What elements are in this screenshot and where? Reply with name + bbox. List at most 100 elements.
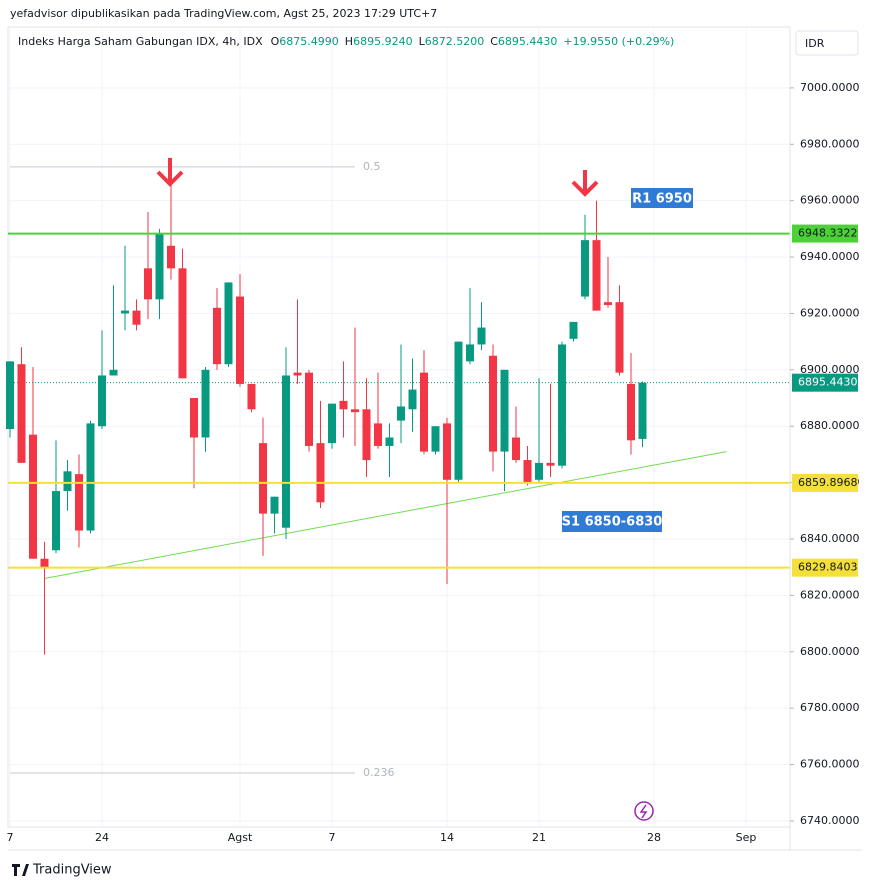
y-tick-label: 6780.0000	[800, 701, 860, 714]
annotation-box	[562, 511, 662, 532]
candle-body	[397, 406, 405, 421]
candle-body	[362, 409, 371, 461]
candle-body	[627, 383, 635, 441]
candle-body	[247, 383, 256, 410]
legend-key: H	[345, 35, 353, 48]
plot-frame	[7, 26, 791, 828]
candle-body	[155, 234, 164, 300]
y-tick-label: 6920.0000	[800, 306, 860, 319]
publisher: yefadvisor dipublikasikan pada TradingVi…	[10, 7, 437, 20]
level-label: 6859.8968	[798, 476, 858, 489]
candle-body	[109, 369, 118, 376]
candle-body	[420, 372, 428, 452]
annotation-box	[631, 188, 693, 208]
annotation: R1 6950	[632, 192, 692, 207]
y-tick-label: 6980.0000	[800, 137, 860, 150]
last-price-label: 6895.4430	[798, 376, 858, 389]
candle-body	[454, 341, 463, 480]
candle-body	[98, 375, 106, 427]
candle-body	[374, 423, 382, 446]
x-tick-label: Sep	[736, 831, 757, 844]
last-price-tag	[792, 373, 858, 392]
y-tick-label: 6760.0000	[800, 758, 860, 771]
candle-body	[500, 369, 509, 452]
fib-label: 0.236	[363, 766, 395, 779]
alert-icon[interactable]	[634, 801, 654, 821]
candle-body	[86, 423, 95, 531]
level-tag	[792, 224, 858, 243]
candle-body	[328, 403, 336, 444]
candle-body	[431, 426, 440, 452]
y-tick-label: 6900.0000	[800, 363, 860, 376]
legend-value: 6895.4430	[498, 35, 558, 48]
candle-body	[293, 372, 302, 376]
candle-body	[144, 268, 152, 300]
candle-body	[535, 462, 543, 480]
level-label: 6829.8403	[798, 561, 858, 574]
candle-body	[270, 496, 279, 514]
candle-body	[466, 344, 474, 362]
candle-body	[408, 389, 417, 410]
x-tick-label: 7	[7, 831, 14, 844]
annotation: S1 6850-6830	[562, 515, 663, 530]
candle-body	[121, 310, 129, 314]
candle-body	[512, 437, 520, 461]
candle-body	[581, 240, 589, 297]
candle-body	[236, 296, 244, 384]
currency-button[interactable]	[795, 30, 859, 56]
x-tick-label: 28	[647, 831, 661, 844]
plot-layer: 0.5 0.236	[6, 27, 790, 826]
legend-value: 6872.5200	[425, 35, 485, 48]
candle-body	[489, 355, 497, 452]
candle-body	[132, 310, 141, 325]
legend-key: C	[490, 35, 498, 48]
logo-mark	[12, 864, 29, 876]
candle-body	[6, 361, 14, 430]
x-tick-label: 21	[532, 831, 546, 844]
y-tick-label: 7000.0000	[800, 81, 860, 94]
candle-body	[224, 282, 233, 365]
candle-body	[385, 437, 394, 446]
candle-body	[282, 375, 290, 528]
legend-key: O	[271, 35, 280, 48]
legend: Indeks Harga Saham Gabungan IDX, 4h, IDX…	[18, 35, 674, 48]
y-tick-label: 6880.0000	[800, 419, 860, 432]
x-tick-label: 24	[95, 831, 109, 844]
candle-body	[63, 471, 72, 492]
candle-body	[443, 423, 451, 480]
candle-body	[17, 364, 26, 463]
candle-body	[604, 302, 612, 305]
footer-logo: TradingView	[32, 863, 112, 878]
level-tag	[792, 473, 858, 492]
candle-body	[167, 245, 175, 269]
y-tick-label: 6740.0000	[800, 814, 860, 827]
alert-icon-bolt	[639, 804, 648, 819]
fib-label: 0.5	[363, 160, 381, 173]
x-tick-label: 14	[440, 831, 454, 844]
legend-symbol: Indeks Harga Saham Gabungan IDX, 4h, IDX	[18, 35, 263, 48]
legend-change: +19.9550 (+0.29%)	[563, 35, 674, 48]
candle-body	[75, 474, 83, 531]
candle-body	[190, 398, 198, 438]
candle-body	[615, 302, 624, 373]
trendline	[44, 451, 727, 579]
candle-body	[316, 443, 325, 503]
level-tag	[792, 558, 858, 577]
candle-body	[178, 268, 187, 379]
candle-body	[213, 307, 221, 365]
y-tick-label: 6820.0000	[800, 588, 860, 601]
x-tick-label: 7	[329, 831, 336, 844]
arrow	[156, 158, 184, 187]
candle-body	[477, 327, 486, 345]
candle-body	[569, 321, 578, 339]
level-label: 6948.3322	[798, 227, 858, 240]
arrow	[571, 170, 599, 197]
candle-body	[546, 462, 555, 466]
y-tick-label: 6800.0000	[800, 645, 860, 658]
candle-body	[29, 434, 37, 559]
candle-body	[305, 372, 313, 446]
candle-body	[52, 491, 60, 551]
candle-body	[259, 443, 267, 514]
